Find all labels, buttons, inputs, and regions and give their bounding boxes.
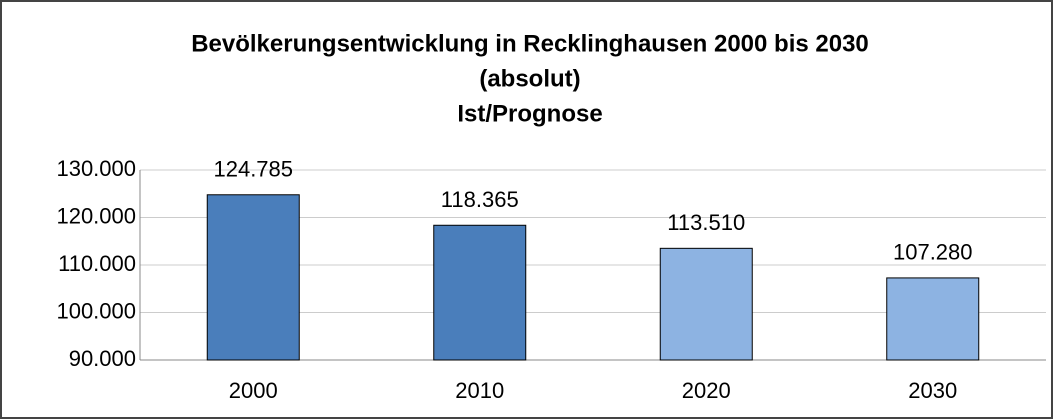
x-tick-label: 2000 xyxy=(229,378,278,403)
chart-title: Bevölkerungsentwicklung in Recklinghause… xyxy=(191,30,869,57)
value-label: 113.510 xyxy=(667,210,745,235)
y-tick-label: 120.000 xyxy=(56,203,136,228)
chart-title: (absolut) xyxy=(479,65,580,92)
x-tick-label: 2020 xyxy=(682,378,731,403)
value-label: 124.785 xyxy=(213,157,293,182)
y-tick-label: 100.000 xyxy=(56,298,136,323)
bar xyxy=(206,194,300,361)
bar xyxy=(433,224,527,361)
bar xyxy=(659,247,753,361)
y-tick-label: 130.000 xyxy=(56,156,136,181)
x-tick-label: 2010 xyxy=(455,378,504,403)
x-tick-label: 2030 xyxy=(908,378,957,403)
bar xyxy=(886,277,980,361)
y-tick-label: 110.000 xyxy=(58,251,136,276)
value-label: 118.365 xyxy=(441,187,519,212)
value-label: 107.280 xyxy=(893,240,973,265)
y-tick-label: 90.000 xyxy=(69,346,136,371)
chart-title: Ist/Prognose xyxy=(457,100,602,127)
